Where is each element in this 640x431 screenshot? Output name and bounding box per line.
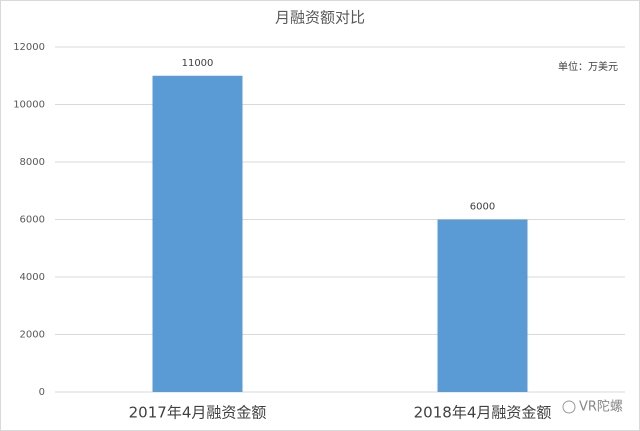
y-tick-label: 12000: [13, 42, 45, 53]
y-tick-label: 8000: [20, 157, 45, 168]
y-tick-label: 2000: [20, 330, 45, 341]
y-tick-label: 0: [39, 387, 45, 398]
watermark-icon: [562, 400, 576, 414]
x-tick-label: 2018年4月融资金额: [414, 404, 552, 422]
data-label: 6000: [470, 202, 495, 213]
y-tick-label: 10000: [13, 100, 45, 111]
chart-title: 月融资额对比: [275, 9, 365, 27]
unit-annotation: 单位：万美元: [558, 60, 618, 73]
bar: [437, 219, 528, 392]
watermark: VR陀螺: [579, 399, 623, 415]
bar: [152, 75, 243, 392]
y-tick-label: 4000: [20, 272, 45, 283]
x-tick-label: 2017年4月融资金额: [129, 404, 267, 422]
data-label: 11000: [182, 58, 214, 69]
y-tick-label: 6000: [20, 215, 45, 226]
